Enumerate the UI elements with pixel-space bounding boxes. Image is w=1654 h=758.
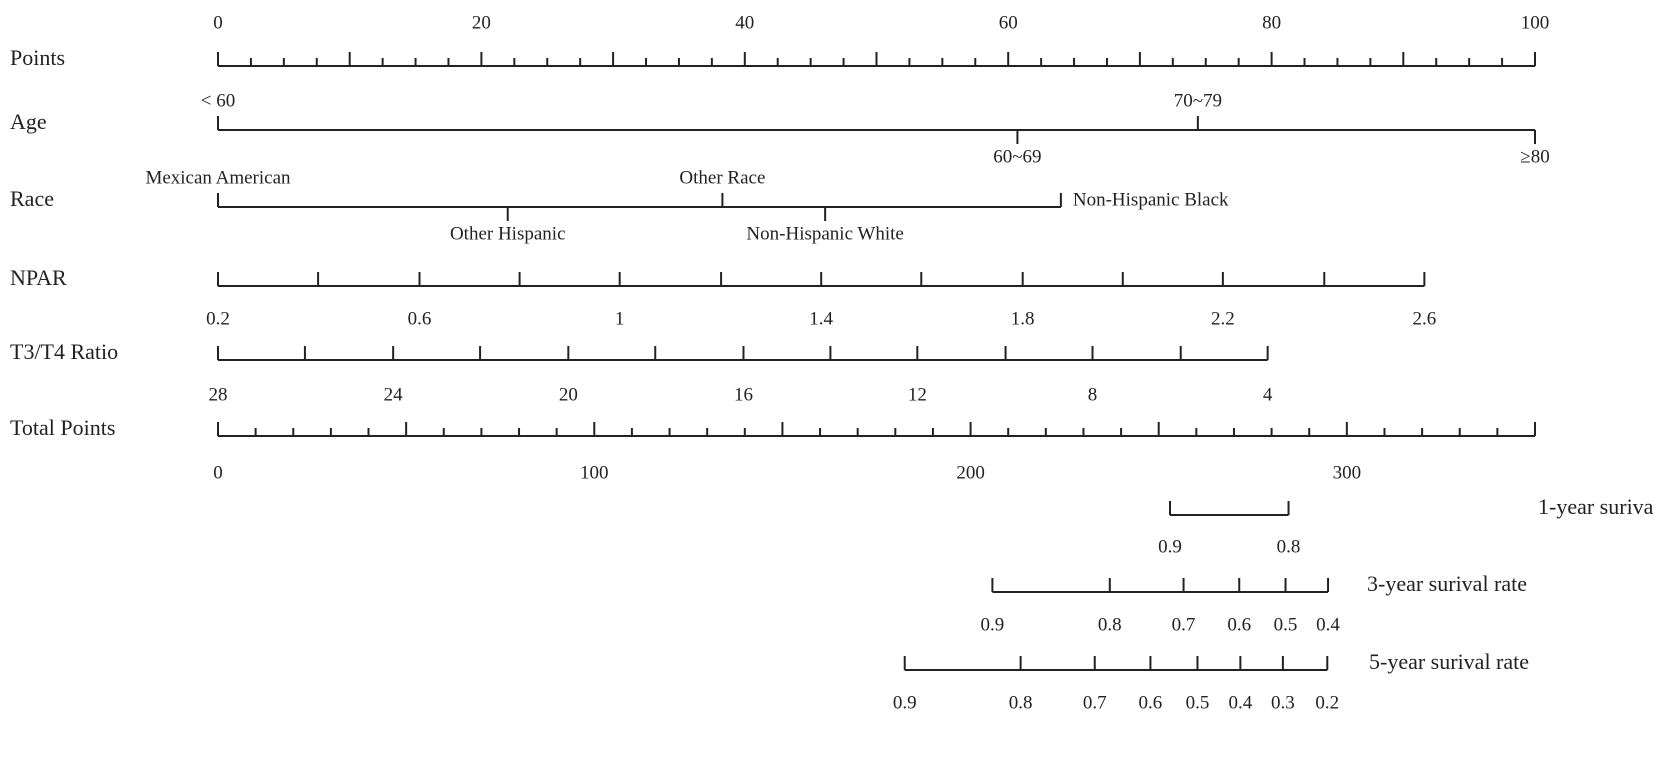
row-label: Race bbox=[10, 186, 54, 211]
tick-label: 0.9 bbox=[981, 614, 1005, 635]
tick-label: 0.2 bbox=[206, 308, 230, 329]
tick-label: 200 bbox=[956, 462, 985, 483]
tick-label: 300 bbox=[1333, 462, 1362, 483]
tick-label: 0 bbox=[213, 12, 223, 33]
row-label: T3/T4 Ratio bbox=[10, 339, 118, 364]
tick-label: 100 bbox=[1521, 12, 1550, 33]
tick-label: 1.4 bbox=[809, 308, 833, 329]
tick-label: Non-Hispanic Black bbox=[1073, 189, 1229, 210]
tick-label: 0.8 bbox=[1277, 536, 1301, 557]
tick-label: 0.9 bbox=[893, 692, 917, 713]
tick-label: 60~69 bbox=[993, 146, 1041, 167]
tick-label: 70~79 bbox=[1174, 90, 1222, 111]
tick-label: 0.4 bbox=[1316, 614, 1340, 635]
tick-label: 2.2 bbox=[1211, 308, 1235, 329]
tick-label: 0.9 bbox=[1158, 536, 1182, 557]
tick-label: 80 bbox=[1262, 12, 1281, 33]
tick-label: 20 bbox=[559, 384, 578, 405]
tick-label: 0.5 bbox=[1186, 692, 1210, 713]
tick-label: 16 bbox=[734, 384, 753, 405]
row-label: Age bbox=[10, 109, 47, 134]
row-label: NPAR bbox=[10, 265, 67, 290]
tick-label: < 60 bbox=[201, 90, 235, 111]
tick-label: 0.6 bbox=[408, 308, 432, 329]
tick-label: 0.3 bbox=[1271, 692, 1295, 713]
tick-label: Other Race bbox=[679, 167, 765, 188]
tick-label: Non-Hispanic White bbox=[746, 223, 903, 244]
tick-label: 0.6 bbox=[1139, 692, 1163, 713]
tick-label: 0.8 bbox=[1098, 614, 1122, 635]
tick-label: 1 bbox=[615, 308, 625, 329]
tick-label: ≥80 bbox=[1520, 146, 1549, 167]
tick-label: 28 bbox=[209, 384, 228, 405]
tick-label: 2.6 bbox=[1412, 308, 1436, 329]
row-label: 1-year surival rate bbox=[1538, 494, 1654, 519]
tick-label: 60 bbox=[999, 12, 1018, 33]
tick-label: Other Hispanic bbox=[450, 223, 566, 244]
tick-label: 24 bbox=[384, 384, 404, 405]
tick-label: 12 bbox=[908, 384, 927, 405]
tick-label: 8 bbox=[1088, 384, 1098, 405]
tick-label: 1.8 bbox=[1011, 308, 1035, 329]
tick-label: 0.5 bbox=[1274, 614, 1298, 635]
tick-label: 20 bbox=[472, 12, 491, 33]
tick-label: 0.7 bbox=[1172, 614, 1196, 635]
tick-label: 0.2 bbox=[1315, 692, 1339, 713]
tick-label: Mexican American bbox=[145, 167, 291, 188]
tick-label: 4 bbox=[1263, 384, 1273, 405]
row-label: 3-year surival rate bbox=[1367, 571, 1527, 596]
tick-label: 0 bbox=[213, 462, 223, 483]
tick-label: 0.8 bbox=[1009, 692, 1033, 713]
tick-label: 0.7 bbox=[1083, 692, 1107, 713]
row-label: Points bbox=[10, 45, 65, 70]
tick-label: 0.4 bbox=[1228, 692, 1252, 713]
row-label: Total Points bbox=[10, 415, 115, 440]
tick-label: 0.6 bbox=[1227, 614, 1251, 635]
tick-label: 40 bbox=[735, 12, 754, 33]
row-label: 5-year surival rate bbox=[1369, 649, 1529, 674]
tick-label: 100 bbox=[580, 462, 609, 483]
